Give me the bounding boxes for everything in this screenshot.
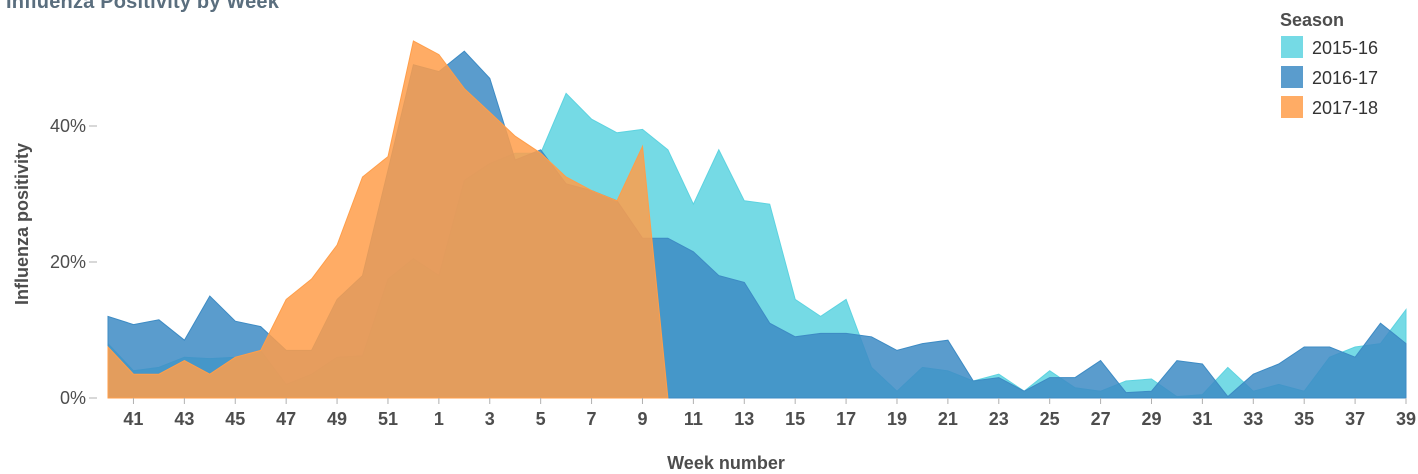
x-tick-label: 37	[1345, 409, 1365, 429]
chart-title: Influenza Positivity by Week	[6, 0, 280, 13]
x-tick-label: 1	[434, 409, 444, 429]
x-tick-label: 49	[327, 409, 347, 429]
x-tick-label: 19	[887, 409, 907, 429]
x-tick-label: 21	[938, 409, 958, 429]
series-areas	[107, 40, 1407, 399]
legend-swatch	[1281, 96, 1303, 118]
x-tick-label: 25	[1040, 409, 1060, 429]
x-tick-label: 7	[587, 409, 597, 429]
x-tick-label: 5	[536, 409, 546, 429]
x-tick-label: 39	[1396, 409, 1416, 429]
x-tick-label: 3	[485, 409, 495, 429]
x-tick-label: 17	[836, 409, 856, 429]
x-tick-label: 35	[1294, 409, 1314, 429]
legend-label: 2016-17	[1312, 68, 1378, 88]
legend-item-2015-16[interactable]: 2015-16	[1281, 36, 1378, 58]
legend: Season 2015-16 2016-17 2017-18	[1280, 10, 1378, 118]
x-tick-label: 15	[785, 409, 805, 429]
x-tick-label: 43	[174, 409, 194, 429]
legend-item-2016-17[interactable]: 2016-17	[1281, 66, 1378, 88]
x-tick-label: 51	[378, 409, 398, 429]
x-axis-title: Week number	[667, 453, 785, 473]
x-tick-label: 45	[225, 409, 245, 429]
legend-title: Season	[1280, 10, 1344, 30]
series-area-2017-18	[107, 40, 669, 399]
y-tick-label: 40%	[50, 116, 86, 136]
legend-label: 2015-16	[1312, 38, 1378, 58]
y-axis: 0% 20% 40%	[50, 116, 97, 408]
y-tick-label: 20%	[50, 252, 86, 272]
x-tick-label: 31	[1192, 409, 1212, 429]
x-tick-label: 29	[1141, 409, 1161, 429]
legend-label: 2017-18	[1312, 98, 1378, 118]
x-tick-label: 33	[1243, 409, 1263, 429]
legend-swatch	[1281, 36, 1303, 58]
legend-swatch	[1281, 66, 1303, 88]
legend-items: 2015-16 2016-17 2017-18	[1281, 36, 1378, 118]
x-tick-label: 23	[989, 409, 1009, 429]
x-tick-label: 47	[276, 409, 296, 429]
y-axis-title: Influenza positivity	[12, 143, 32, 305]
x-tick-label: 13	[734, 409, 754, 429]
legend-item-2017-18[interactable]: 2017-18	[1281, 96, 1378, 118]
x-tick-label: 41	[123, 409, 143, 429]
x-tick-label: 27	[1091, 409, 1111, 429]
x-axis: 41 43 45 47 49 51 1 3 5 7 9 11 13 15 17 19 21 23 25 27 29 31 3…	[123, 398, 1416, 429]
x-tick-label: 9	[637, 409, 647, 429]
x-tick-label: 11	[684, 409, 703, 429]
y-tick-label: 0%	[60, 388, 86, 408]
